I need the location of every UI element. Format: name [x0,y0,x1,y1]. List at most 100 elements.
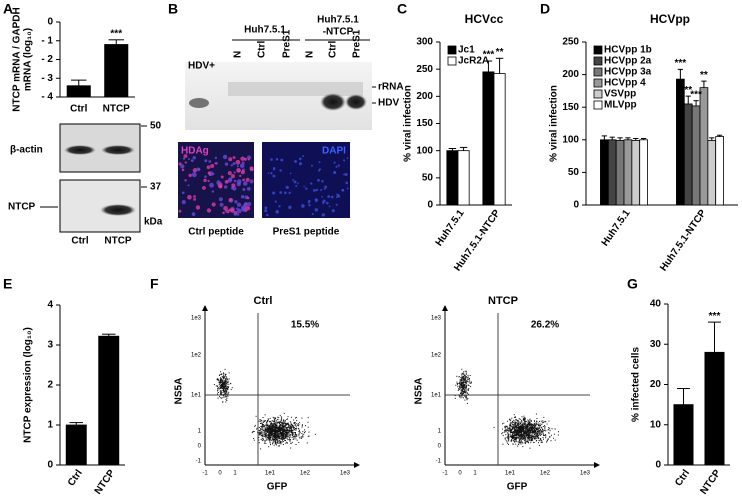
event-dot [462,391,464,393]
event-dot [278,430,280,432]
cell [328,205,331,208]
event-dot [221,387,223,389]
cell [233,211,238,216]
event-dot [465,378,467,380]
lane-label: N [305,51,316,58]
event-dot [216,378,218,380]
error-bar [69,422,83,425]
event-dot [299,422,301,424]
event-dot [259,429,261,431]
event-dot [270,439,272,441]
event-dot [277,421,279,423]
event-dot [530,442,532,444]
event-dot [290,431,292,433]
event-dot [553,437,554,439]
cell [192,156,196,160]
significance: *** [110,28,122,39]
event-dot [295,417,296,419]
event-dot [288,428,290,430]
event-dot [504,425,506,427]
event-dot [273,426,275,428]
bar [446,150,459,206]
event-dot [224,381,226,383]
event-dot [274,424,276,425]
event-dot [528,433,530,435]
event-dot [225,388,227,389]
event-dot [270,426,272,428]
event-dot [543,435,545,436]
event-dot [529,437,531,439]
event-dot [282,438,284,440]
event-dot [516,436,517,438]
event-dot [295,429,297,431]
event-dot [513,436,515,437]
x-tick-label: 1e3 [580,471,591,477]
event-dot [280,443,282,445]
event-dot [285,440,286,442]
event-dot [268,419,269,421]
cell [317,169,321,172]
event-dot [289,439,291,441]
cell [203,178,207,183]
event-dot [520,429,522,431]
cell [240,156,245,161]
event-dot [543,438,544,440]
event-dot [511,439,512,441]
event-dot [511,436,512,438]
event-dot [277,431,279,433]
event-dot [269,429,271,430]
event-dot [291,434,293,436]
event-dot [272,432,274,434]
event-dot [525,421,527,423]
event-dot [260,432,262,433]
event-dot [265,442,267,444]
event-dot [298,442,300,443]
event-dot [227,379,229,381]
event-dot [528,435,529,437]
event-dot [514,429,516,431]
cell [267,172,270,175]
event-dot [273,434,274,436]
event-dot [514,417,516,419]
event-dot [291,435,293,437]
event-dot [281,429,283,431]
event-dot [276,427,278,429]
event-dot [509,425,510,427]
bar [607,139,617,206]
event-dot [216,386,218,388]
event-dot [522,439,524,440]
event-dot [272,423,274,425]
event-dot [220,391,222,393]
event-dot [537,429,539,431]
event-dot [296,427,298,429]
event-dot [521,436,522,438]
event-dot [526,427,528,429]
x-tick-label: NTCP [103,104,131,115]
event-dot [518,438,520,440]
event-dot [287,418,289,420]
event-dot [466,382,468,384]
event-dot [291,431,293,433]
event-dot [290,428,292,430]
event-dot [534,426,536,428]
event-dot [515,434,517,436]
event-dot [507,436,509,438]
cell [233,179,237,183]
error-bar [448,147,457,151]
event-dot [273,420,274,422]
event-dot [531,434,533,436]
group-label: Huh7.5.1 [317,15,359,26]
event-dot [269,430,271,432]
event-dot [272,425,274,427]
cell [288,191,291,195]
event-dot [462,375,464,377]
event-dot [514,441,516,443]
event-dot [508,430,510,432]
event-dot [304,431,306,433]
event-dot [507,429,509,431]
event-dot [223,375,224,377]
event-dot [274,437,276,439]
event-dot [506,437,508,439]
cell [204,159,208,163]
event-dot [520,440,522,442]
